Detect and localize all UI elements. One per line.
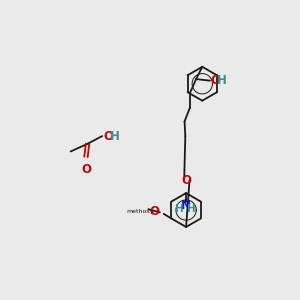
Text: O: O [81,163,91,176]
Text: methoxy: methoxy [126,209,154,214]
Text: H: H [187,204,196,214]
Text: H: H [110,130,120,143]
Text: N: N [181,199,191,212]
Text: O: O [211,74,221,87]
Text: H: H [217,74,227,87]
Text: H: H [175,204,184,214]
Text: O: O [103,130,113,143]
Text: O: O [182,174,191,187]
Text: O: O [150,205,160,218]
